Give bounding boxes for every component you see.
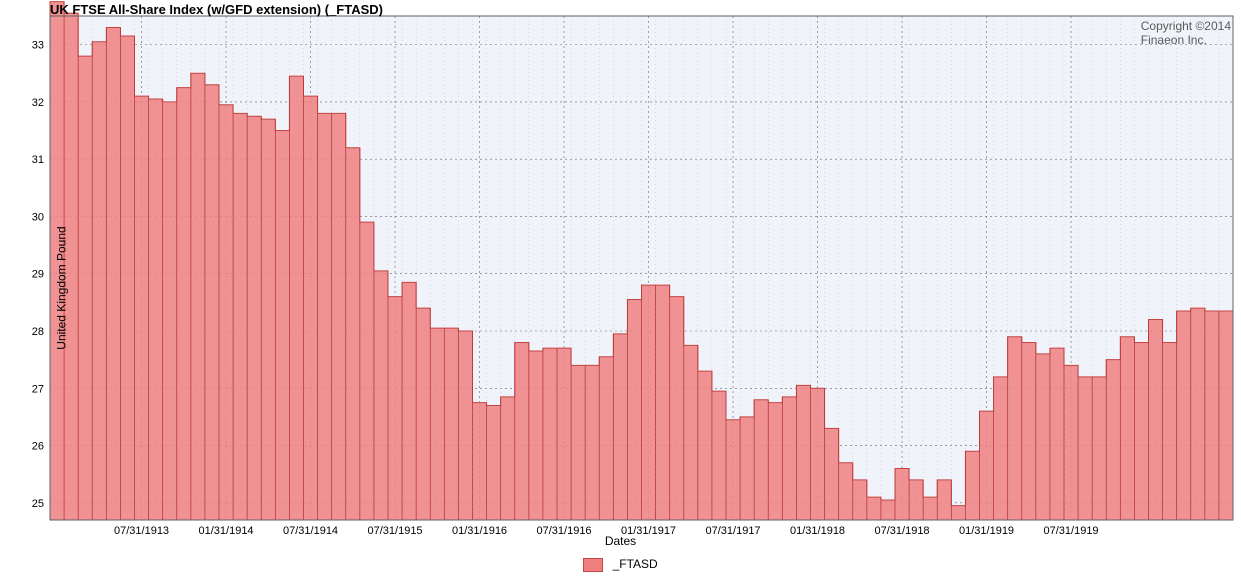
svg-text:26: 26: [32, 441, 44, 453]
svg-text:25: 25: [32, 498, 44, 510]
y-axis-label: United Kingdom Pound: [55, 226, 69, 349]
copyright-notice: Copyright ©2014 Finaeon Inc.: [1141, 20, 1231, 48]
svg-text:29: 29: [32, 269, 44, 281]
legend: _FTASD: [0, 557, 1241, 572]
chart-svg: 25262728293031323307/31/191301/31/191407…: [0, 0, 1241, 576]
svg-text:27: 27: [32, 383, 44, 395]
svg-text:30: 30: [32, 211, 44, 223]
copyright-line-2: Finaeon Inc.: [1141, 33, 1207, 47]
svg-text:31: 31: [32, 154, 44, 166]
svg-text:28: 28: [32, 326, 44, 338]
legend-swatch: [583, 558, 603, 572]
x-axis-label: Dates: [0, 534, 1241, 548]
chart-title: UK FTSE All-Share Index (w/GFD extension…: [50, 2, 383, 17]
svg-text:32: 32: [32, 97, 44, 109]
svg-text:33: 33: [32, 40, 44, 52]
copyright-line-1: Copyright ©2014: [1141, 19, 1231, 33]
legend-label: _FTASD: [613, 557, 658, 571]
chart-container: UK FTSE All-Share Index (w/GFD extension…: [0, 0, 1241, 576]
